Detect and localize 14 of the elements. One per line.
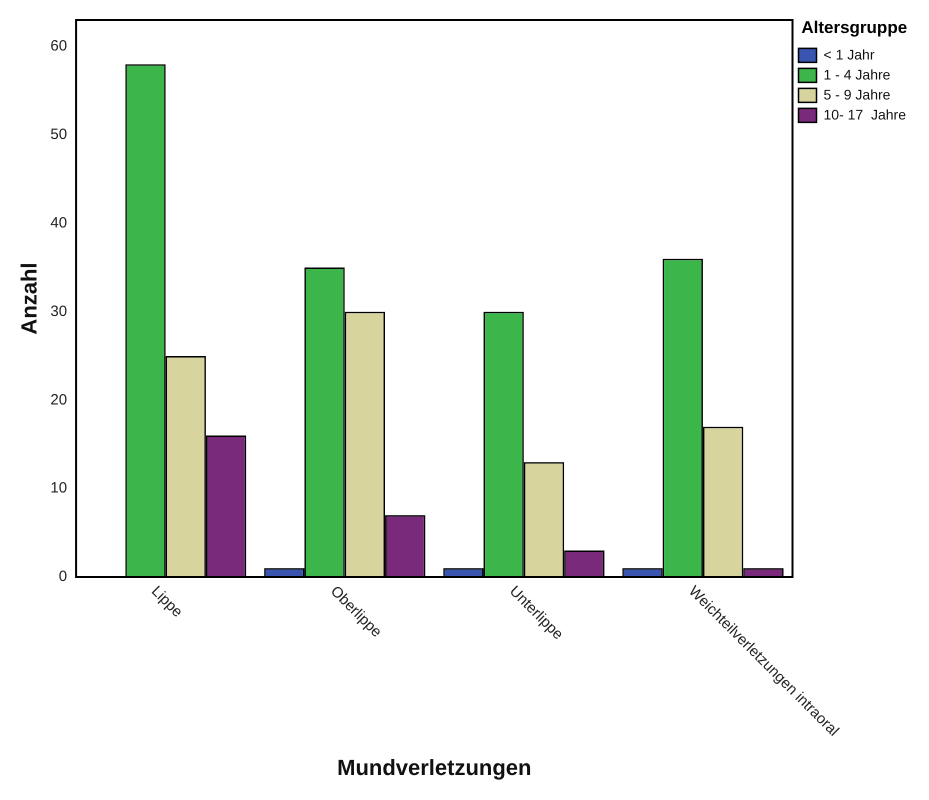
legend-label: 10- 17 Jahre (824, 106, 906, 122)
y-tick-label: 10 (50, 480, 68, 497)
legend-label: 5 - 9 Jahre (824, 86, 891, 102)
legend-label: < 1 Jahr (824, 46, 875, 62)
x-axis-title: Mundverletzungen (337, 754, 532, 780)
y-tick-label: 50 (50, 126, 68, 144)
y-tick-label: 20 (50, 391, 68, 408)
y-tick-label: 30 (50, 302, 68, 320)
legend-label: 1 - 4 Jahre (824, 66, 891, 82)
y-tick-label: 0 (58, 568, 68, 586)
y-axis-title: Anzahl (16, 262, 42, 335)
y-tick-label: 60 (50, 38, 68, 55)
legend-title: Altersgruppe (801, 18, 908, 38)
y-tick-label: 40 (50, 214, 68, 232)
